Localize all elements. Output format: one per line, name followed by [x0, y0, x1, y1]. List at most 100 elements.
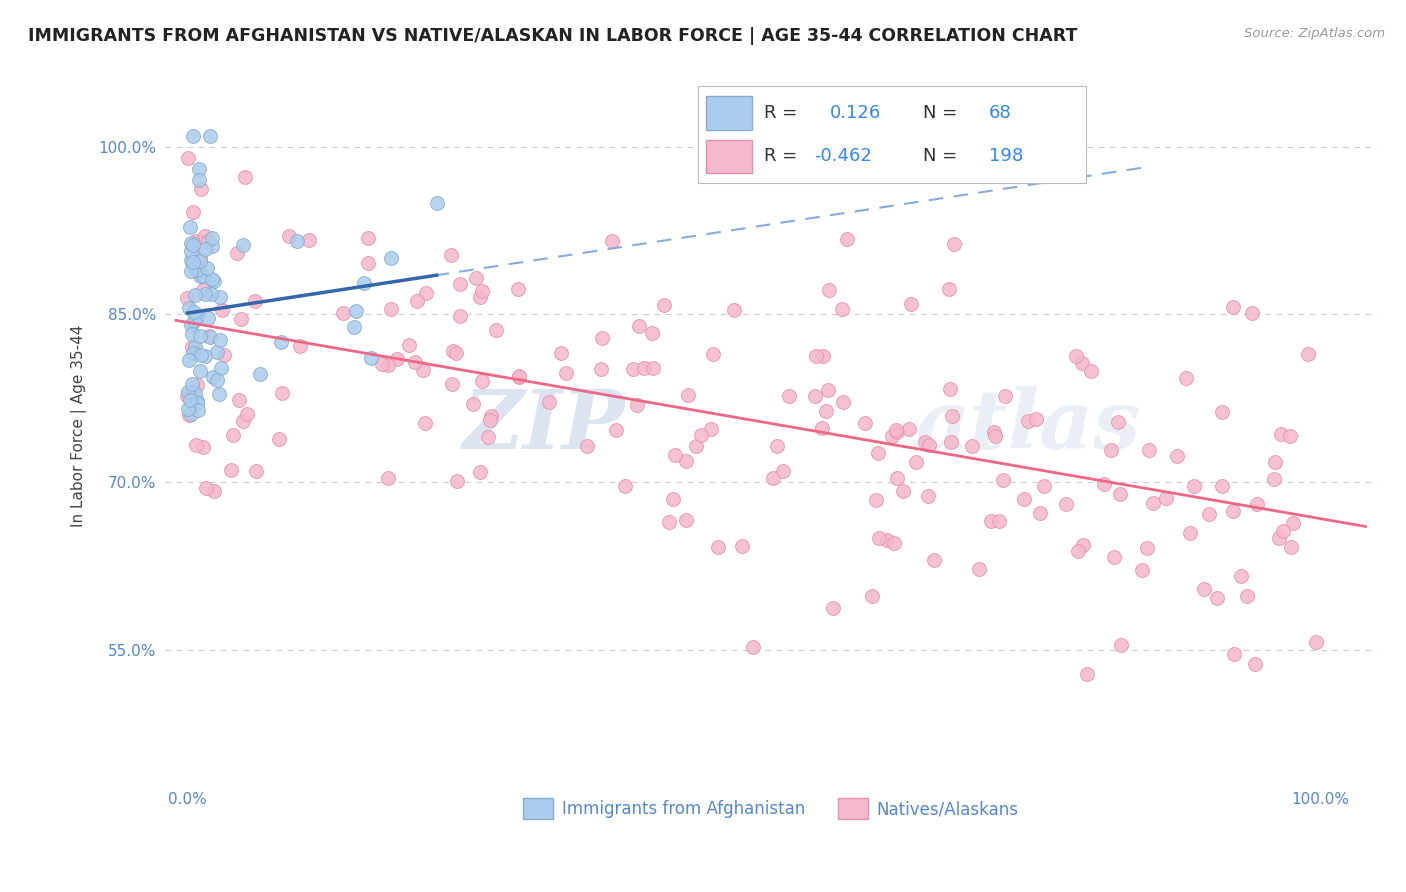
Point [186, 378, 208, 392]
Point [188, 254, 211, 268]
Point [1270, 426, 1292, 441]
Legend: Immigrants from Afghanistan, Natives/Alaskans: Immigrants from Afghanistan, Natives/Ala… [516, 792, 1025, 825]
Point [1130, 563, 1153, 577]
Point [270, 334, 292, 349]
Point [184, 386, 207, 401]
Point [446, 475, 468, 489]
Point [198, 330, 221, 344]
Point [184, 261, 207, 276]
Point [232, 238, 254, 252]
Point [177, 408, 200, 422]
Point [1282, 516, 1305, 530]
Point [404, 355, 426, 369]
Point [426, 195, 449, 210]
Point [207, 372, 229, 386]
Point [811, 420, 834, 434]
Point [1222, 300, 1244, 314]
Point [1222, 504, 1244, 518]
Point [626, 398, 648, 412]
Point [440, 248, 463, 262]
Point [208, 333, 231, 347]
Point [201, 231, 224, 245]
Point [177, 385, 200, 400]
Text: IMMIGRANTS FROM AFGHANISTAN VS NATIVE/ALASKAN IN LABOR FORCE | AGE 35-44 CORRELA: IMMIGRANTS FROM AFGHANISTAN VS NATIVE/AL… [28, 27, 1077, 45]
Point [690, 428, 713, 442]
Point [1263, 472, 1285, 486]
Point [994, 389, 1017, 403]
Point [229, 312, 252, 326]
Point [983, 425, 1005, 439]
Point [1012, 491, 1035, 506]
Point [441, 343, 464, 358]
Point [891, 484, 914, 499]
Point [228, 392, 250, 407]
Point [181, 377, 204, 392]
Point [865, 492, 887, 507]
Point [884, 423, 907, 437]
Point [380, 302, 402, 317]
Point [600, 235, 623, 249]
Point [1192, 582, 1215, 596]
Point [180, 407, 202, 421]
Point [179, 352, 201, 367]
Point [221, 428, 243, 442]
Point [742, 640, 765, 655]
Point [205, 345, 228, 359]
Point [860, 589, 883, 603]
Point [550, 346, 572, 360]
Point [298, 233, 321, 247]
Point [360, 351, 382, 365]
Point [1029, 507, 1052, 521]
Point [267, 432, 290, 446]
Point [1223, 648, 1246, 662]
Point [804, 350, 827, 364]
Point [190, 348, 212, 362]
Point [225, 246, 247, 260]
Point [184, 393, 207, 408]
Point [183, 305, 205, 319]
Point [479, 409, 502, 424]
Point [200, 286, 222, 301]
Point [194, 287, 217, 301]
Point [181, 346, 204, 360]
Point [179, 393, 201, 408]
Point [876, 533, 898, 547]
Point [198, 128, 221, 143]
Point [823, 601, 845, 615]
Point [605, 423, 627, 437]
Point [190, 269, 212, 284]
Point [685, 439, 707, 453]
Point [832, 394, 855, 409]
Point [943, 236, 966, 251]
Point [371, 357, 394, 371]
Point [1205, 591, 1227, 606]
Point [233, 169, 256, 184]
Point [181, 255, 204, 269]
Point [766, 439, 789, 453]
Point [1211, 479, 1233, 493]
Point [243, 294, 266, 309]
Point [987, 514, 1010, 528]
Point [477, 430, 499, 444]
Point [817, 283, 839, 297]
Point [249, 367, 271, 381]
Point [449, 310, 471, 324]
Point [778, 389, 800, 403]
Point [380, 252, 402, 266]
Point [1076, 666, 1098, 681]
Point [186, 263, 208, 277]
Point [187, 403, 209, 417]
Point [413, 417, 436, 431]
Point [1099, 443, 1122, 458]
Point [1092, 476, 1115, 491]
Point [883, 536, 905, 550]
Point [922, 553, 945, 567]
Point [554, 366, 576, 380]
Point [187, 261, 209, 276]
Point [914, 434, 936, 449]
Point [406, 293, 429, 308]
Point [194, 243, 217, 257]
Point [1198, 507, 1220, 521]
Point [853, 416, 876, 430]
Point [197, 311, 219, 326]
